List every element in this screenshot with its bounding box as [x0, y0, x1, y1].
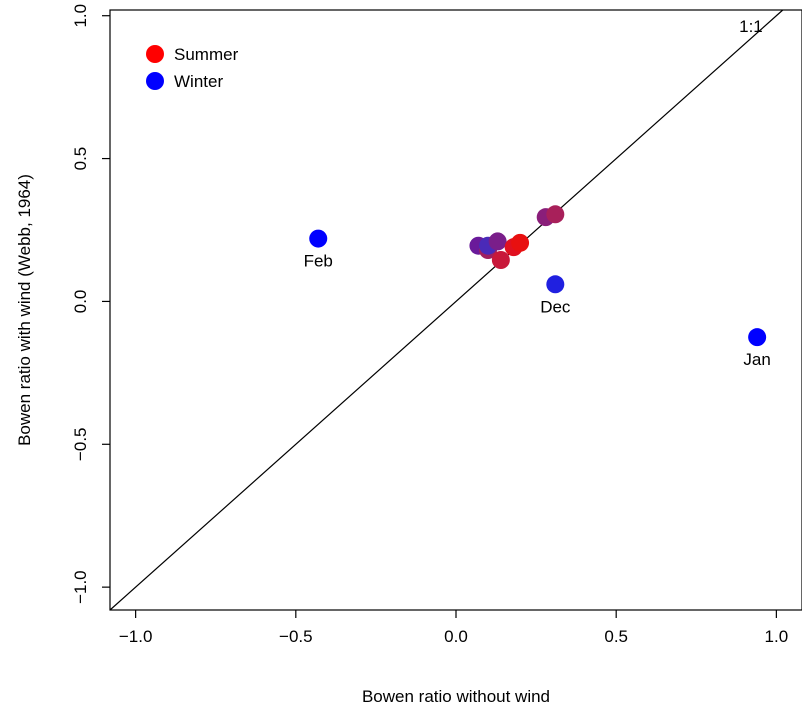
legend-marker [146, 72, 164, 90]
x-axis-title: Bowen ratio without wind [362, 687, 550, 706]
data-point [546, 275, 565, 294]
x-tick-label: −0.5 [279, 627, 313, 646]
reference-line [109, 9, 784, 611]
points-group: Feb Dec Jan [304, 205, 771, 369]
reference-line-group: 1:1 [109, 9, 784, 611]
reference-line-label: 1:1 [739, 17, 763, 36]
data-point [309, 229, 328, 248]
y-tick-label: 0.5 [71, 147, 90, 171]
point-label: Dec [540, 297, 571, 316]
y-tick-label: −0.5 [71, 428, 90, 462]
data-point [546, 205, 565, 224]
legend-label: Winter [174, 72, 223, 91]
point-label: Feb [304, 252, 333, 271]
data-point [511, 233, 530, 252]
data-point [491, 251, 510, 269]
legend: Summer Winter [146, 45, 239, 91]
data-point [748, 328, 767, 347]
legend-label: Summer [174, 45, 239, 64]
y-tick-label: −1.0 [71, 570, 90, 604]
x-tick-label: 0.5 [604, 627, 628, 646]
y-axis-title: Bowen ratio with wind (Webb, 1964) [15, 174, 34, 446]
x-tick-label: 0.0 [444, 627, 468, 646]
point-label: Jan [743, 350, 770, 369]
legend-marker [146, 45, 164, 63]
y-axis: −1.0 −0.5 0.0 0.5 1.0 [71, 4, 110, 604]
data-point [488, 232, 507, 251]
y-tick-label: 0.0 [71, 290, 90, 314]
x-axis: −1.0 −0.5 0.0 0.5 1.0 [119, 610, 788, 646]
plot-frame [109, 9, 802, 611]
y-tick-label: 1.0 [71, 4, 90, 28]
x-tick-label: 1.0 [765, 627, 789, 646]
x-tick-label: −1.0 [119, 627, 153, 646]
